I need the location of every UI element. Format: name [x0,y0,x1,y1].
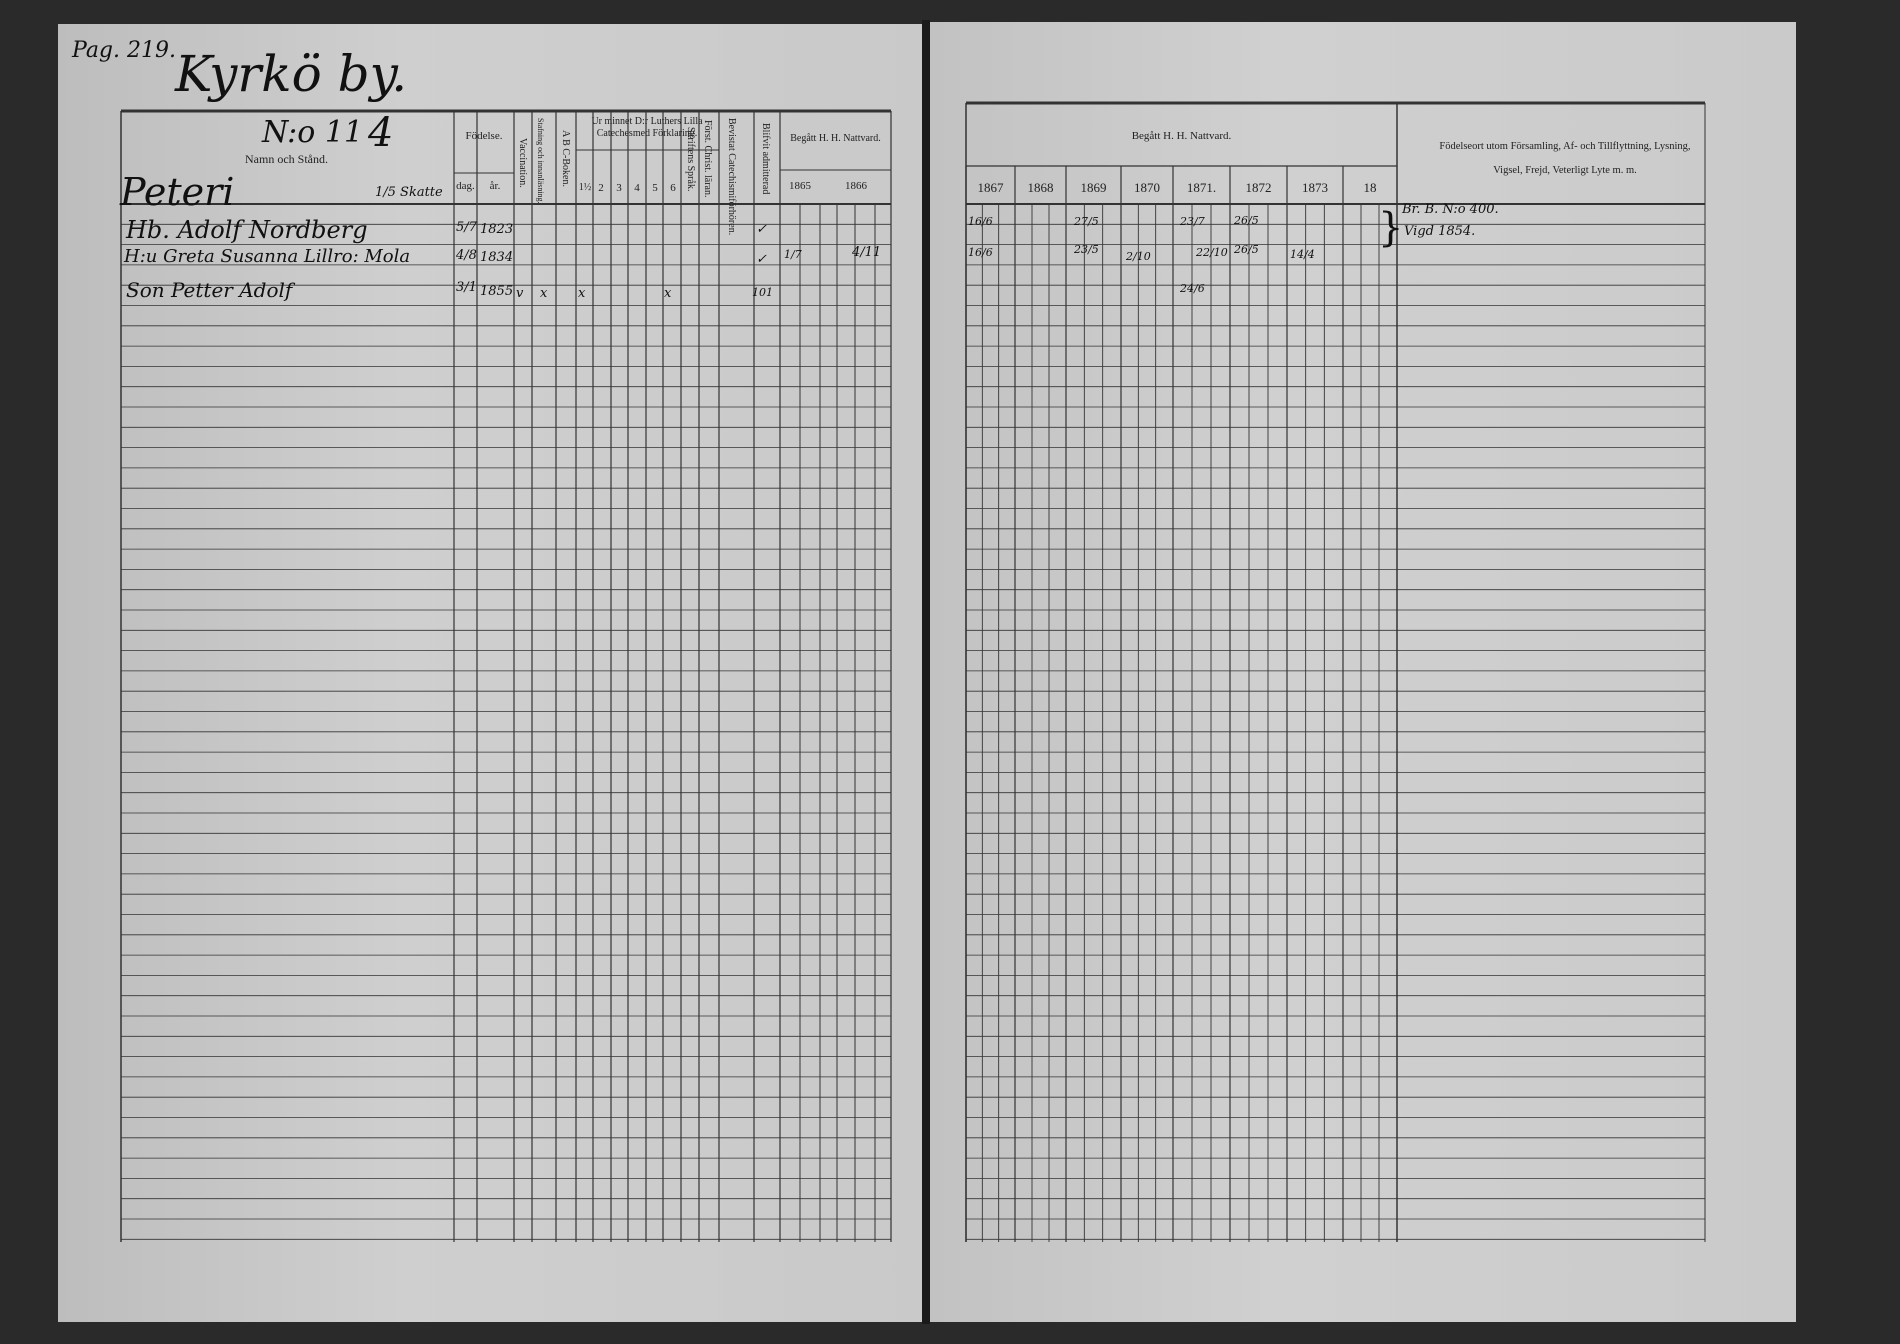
header-communion-right: Begått H. H. Nattvard. [1131,130,1232,142]
entry-communion-1873: 14/4 [1290,248,1315,261]
header-catechism: Ur minnet D:r Luthers Lilla Catechesmed … [591,116,703,139]
catechism-part-2: 2 [598,182,604,194]
header-year-18: 18 [1363,180,1377,195]
entry-birth-day: 4/8 [456,248,477,263]
header-remarks: Födelseort utom Församling, Af- och Till… [1439,141,1691,176]
entry-communion-1871: 22/10 [1196,246,1228,259]
entry-communion-1869: 23/5 [1074,243,1099,256]
entry-catechism-1: x [578,286,586,301]
brace-mark: } [1378,205,1404,251]
entry-admitted: ✓ [756,252,767,267]
entry-birth-day: 3/1 [456,280,477,295]
entry-admitted: ✓ [756,222,767,237]
page-reference: Pag. 219. [72,38,176,63]
village-name: Kyrkö by. [175,45,408,103]
header-year-1867: 1867 [977,180,1004,195]
entry-communion-1865: 1/7 [784,248,802,261]
header-year-1870: 1870 [1134,180,1160,195]
entry-birth-day: 5/7 [456,220,477,235]
entry-communion-1867: 16/6 [968,215,993,228]
entry-communion-1866: 4/11 [852,245,882,260]
entry-communion-1870: 2/10 [1126,250,1151,263]
household-number: N:o 11 [262,115,364,150]
catechism-part-4: 4 [634,182,640,194]
book-gutter [922,20,930,1324]
header-christian-doctrine: Först. Christ. läran. [702,120,713,198]
header-year-1865: 1865 [789,180,811,192]
header-year-1868: 1868 [1027,180,1054,195]
header-year: år. [489,180,501,192]
entry-communion-1872: 26/5 [1234,243,1259,256]
entry-birth-year: 1834 [480,250,514,265]
entry-catechism-6: x [664,286,672,301]
margin-mark: 4 [368,110,394,156]
header-scripture: Skriftens Språk. [685,126,696,192]
entry-communion-1872: 26/5 [1234,214,1259,227]
header-birth: Födelse. [465,130,503,142]
header-day: dag. [456,180,475,192]
entry-birth-year: 1855 [480,284,514,299]
entry-name: Hb. Adolf Nordberg [126,216,368,244]
entry-communion-1871: 23/7 [1180,215,1205,228]
entry-name: Son Petter Adolf [126,278,293,302]
entry-name: H:u Greta Susanna Lillro: Mola [124,246,411,267]
header-name: Namn och Stånd. [245,152,328,166]
header-communion-left: Begått H. H. Nattvard. [790,133,881,144]
tax-share: 1/5 Skatte [375,185,443,200]
entry-vaccination: v [516,286,524,301]
header-year-1871: 1871. [1186,180,1217,195]
entry-communion-1869: 27/5 [1074,215,1099,228]
entry-remark: Br. B. N:o 400. [1402,202,1499,217]
right-page [928,22,1796,1322]
header-admitted: Blifvit admitterad [760,123,771,195]
header-spelling: Stafning och innanläsning. [536,118,545,204]
entry-spelling: x [540,286,548,301]
header-year-1872: 1872 [1245,180,1272,195]
catechism-part-3: 3 [616,182,622,194]
entry-admitted: 101 [752,286,773,299]
entry-birth-year: 1823 [480,222,514,237]
header-year-1873: 1873 [1302,180,1328,195]
header-catechism-hearings: Bevistat Catechismiförhören. [726,118,737,236]
catechism-part-5: 5 [652,182,658,194]
entry-communion-1867: 16/6 [968,246,993,259]
catechism-part-1: 1½ [578,182,592,193]
entry-remark: Vigd 1854. [1404,224,1476,239]
farm-name: Peteri [120,170,235,214]
header-vaccination: Vaccination. [517,137,528,188]
header-year-1866: 1866 [845,180,867,192]
header-abc: A B C-Boken. [560,129,571,187]
entry-communion-1871: 24/6 [1180,282,1205,295]
catechism-part-6: 6 [670,182,676,194]
header-year-1869: 1869 [1080,180,1107,195]
